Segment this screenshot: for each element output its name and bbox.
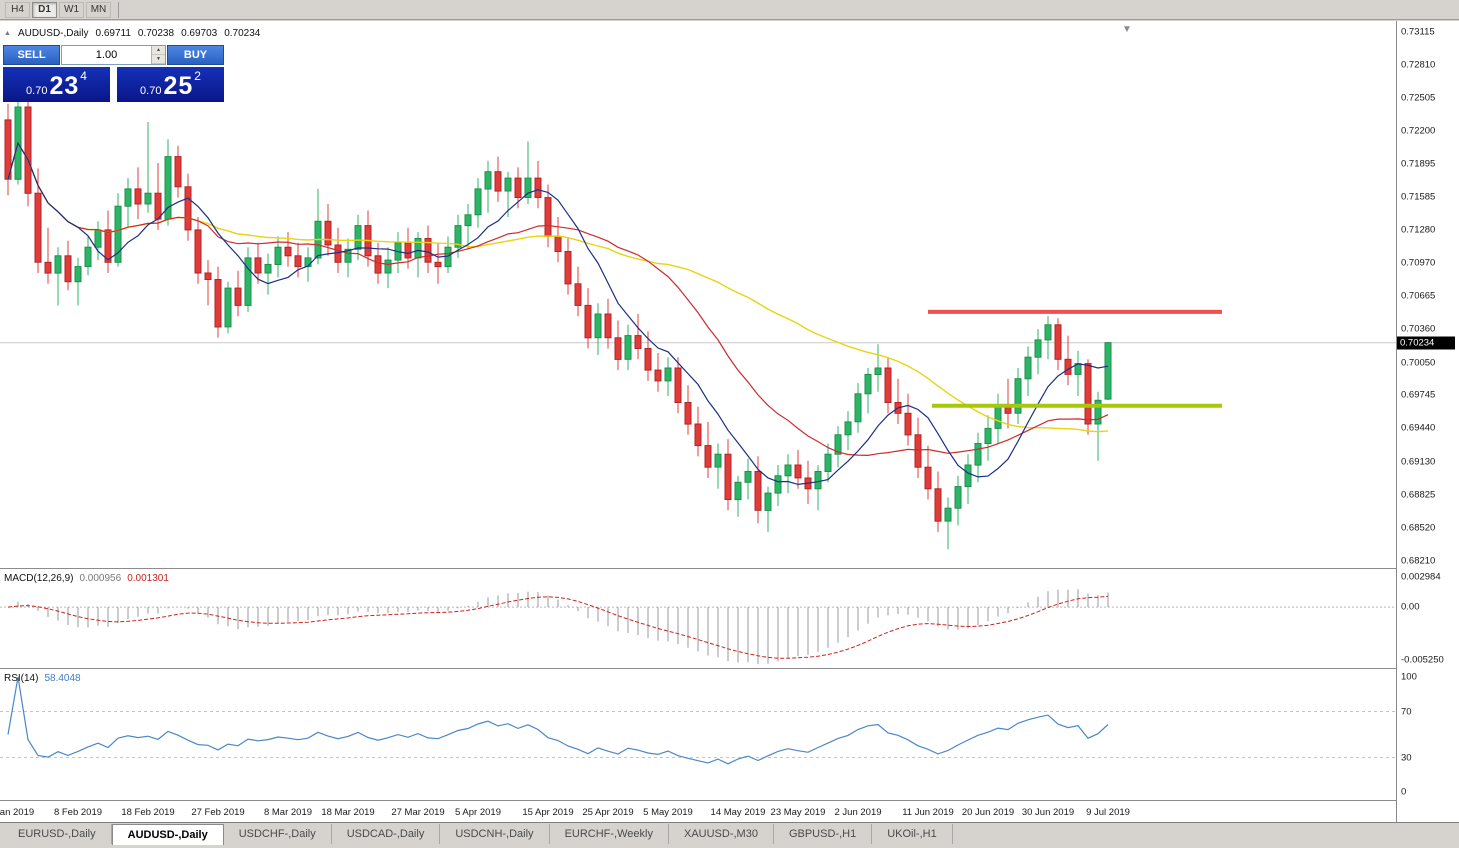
chart-tab-ukoil[interactable]: UKOil-,H1	[872, 824, 953, 844]
chart-tab-eurchf[interactable]: EURCHF-,Weekly	[550, 824, 669, 844]
rsi-name: RSI(14)	[4, 673, 39, 684]
chart-tab-xauusd[interactable]: XAUUSD-,M30	[669, 824, 774, 844]
price-scale-label: 0.68825	[1401, 489, 1436, 501]
macd-scale-min: -0.005250	[1401, 654, 1444, 666]
rsi-scale-label: 0	[1401, 786, 1407, 798]
volume-down-icon[interactable]: ▼	[152, 55, 165, 64]
chart-window[interactable]: 0.73115 0.72810 0.72505 0.72200 0.71895 0.715…	[0, 21, 1459, 823]
price-scale-label: 0.69745	[1401, 389, 1436, 401]
chart-low-value: 0.69703	[181, 28, 218, 39]
timeframe-button-w1[interactable]: W1	[59, 1, 84, 18]
chart-shift-marker-icon[interactable]: ▼	[1122, 24, 1132, 35]
buy-button[interactable]: BUY	[167, 45, 224, 65]
date-axis-label: 30 Jun 2019	[1021, 807, 1075, 818]
date-axis-label: 23 May 2019	[770, 807, 826, 818]
date-axis-label: 9 Jul 2019	[1086, 807, 1130, 818]
chart-tab-gbpusd[interactable]: GBPUSD-,H1	[774, 824, 873, 844]
sell-price-small: 0.70	[26, 85, 48, 97]
date-axis-label: 14 May 2019	[710, 807, 766, 818]
volume-spinner: ▲ ▼	[151, 46, 165, 64]
price-scale-label: 0.73115	[1401, 26, 1435, 38]
date-axis-label: 11 Jun 2019	[902, 807, 954, 818]
sell-price-sup: 4	[80, 69, 87, 83]
one-click-trading-panel: SELL ▲ ▼ BUY 0.70 23 4 0.70 25 2	[3, 45, 224, 102]
date-axis-label: 2 Jun 2019	[834, 807, 882, 818]
rsi-scale-label: 100	[1401, 671, 1417, 683]
chart-tab-audusd[interactable]: AUDUSD-,Daily	[111, 824, 224, 845]
macd-scale-max: 0.002984	[1401, 571, 1441, 583]
chart-close-value: 0.70234	[224, 28, 261, 39]
date-axis-label: 20 Jun 2019	[961, 807, 1015, 818]
date-axis-label: 18 Mar 2019	[321, 807, 375, 818]
price-scale-label: 0.70665	[1401, 290, 1436, 302]
date-axis-label: 25 Apr 2019	[582, 807, 634, 818]
timeframe-button-mn[interactable]: MN	[86, 1, 111, 18]
timeframe-button-d1[interactable]: D1	[32, 1, 57, 18]
buy-price-small: 0.70	[140, 85, 162, 97]
price-scale-label: 0.68520	[1401, 522, 1436, 534]
toolbar-separator	[118, 1, 119, 18]
volume-field-wrap: ▲ ▼	[61, 45, 166, 65]
date-axis-label: 18 Feb 2019	[121, 807, 175, 818]
price-scale-label: 0.72200	[1401, 125, 1436, 137]
date-axis-label: 5 May 2019	[643, 807, 693, 818]
chart-tab-bar: EURUSD-,Daily AUDUSD-,Daily USDCHF-,Daily U…	[0, 823, 1459, 848]
macd-indicator-label: MACD(12,26,9) 0.000956 0.001301	[4, 573, 169, 584]
chart-tab-usdcnh[interactable]: USDCNH-,Daily	[440, 824, 550, 844]
price-scale-label: 0.71585	[1401, 191, 1436, 203]
chart-symbol-period: AUDUSD-,Daily	[17, 28, 89, 39]
price-scale-label: 0.69130	[1401, 456, 1436, 468]
timeframe-button-group: H4 D1 W1 MN	[5, 1, 113, 18]
sell-button[interactable]: SELL	[3, 45, 60, 65]
price-chart-canvas[interactable]	[0, 21, 1396, 568]
price-scale-label: 0.70050	[1401, 357, 1436, 369]
price-scale-label: 0.70360	[1401, 323, 1436, 335]
chart-tab-eurusd[interactable]: EURUSD-,Daily	[3, 824, 112, 844]
date-axis-label: 30 Jan 2019	[0, 807, 35, 818]
price-scale-label: 0.71280	[1401, 224, 1436, 236]
macd-pane-canvas[interactable]	[0, 569, 1396, 668]
price-scale-label: 0.70970	[1401, 257, 1436, 269]
buy-price-big: 25	[163, 72, 194, 100]
macd-signal-value: 0.001301	[127, 573, 169, 584]
date-axis-label: 5 Apr 2019	[455, 807, 501, 818]
price-scale-column[interactable]	[1396, 21, 1459, 822]
price-scale-label: 0.71895	[1401, 158, 1436, 170]
rsi-value: 58.4048	[44, 673, 81, 684]
timeframe-toolbar: H4 D1 W1 MN	[0, 0, 1459, 20]
rsi-scale-label: 30	[1401, 752, 1412, 763]
volume-input[interactable]	[62, 46, 151, 64]
date-axis-label: 27 Mar 2019	[391, 807, 445, 818]
rsi-pane-canvas[interactable]	[0, 669, 1396, 800]
volume-up-icon[interactable]: ▲	[152, 46, 165, 55]
price-scale-label: 0.72810	[1401, 59, 1436, 71]
chart-open-value: 0.69711	[95, 28, 131, 39]
price-scale-label: 0.68210	[1401, 555, 1436, 567]
chart-title: ▲ AUDUSD-,Daily 0.69711 0.70238 0.69703 …	[4, 28, 260, 39]
collapse-arrow-icon[interactable]: ▲	[4, 30, 11, 37]
price-scale-label: 0.69440	[1401, 422, 1436, 434]
macd-scale-zero: 0.00	[1401, 601, 1420, 613]
date-axis-label: 15 Apr 2019	[522, 807, 574, 818]
date-axis-label: 8 Feb 2019	[53, 807, 103, 818]
price-scale-label: 0.72505	[1401, 92, 1436, 104]
timeframe-button-h4[interactable]: H4	[5, 1, 30, 18]
buy-price-panel[interactable]: 0.70 25 2	[117, 67, 224, 102]
chart-high-value: 0.70238	[137, 28, 175, 39]
pane-separator[interactable]	[0, 568, 1459, 569]
rsi-indicator-label: RSI(14) 58.4048	[4, 673, 81, 684]
chart-tab-usdchf[interactable]: USDCHF-,Daily	[224, 824, 332, 844]
macd-name: MACD(12,26,9)	[4, 573, 74, 584]
macd-main-value: 0.000956	[79, 573, 122, 584]
rsi-scale-label: 70	[1401, 706, 1412, 717]
buy-price-sup: 2	[194, 69, 201, 83]
pane-separator[interactable]	[0, 800, 1459, 801]
sell-price-big: 23	[49, 72, 80, 100]
current-price-badge: 0.70234	[1397, 336, 1455, 350]
date-axis-label: 8 Mar 2019	[263, 807, 313, 818]
pane-separator[interactable]	[0, 668, 1459, 669]
sell-price-panel[interactable]: 0.70 23 4	[3, 67, 110, 102]
chart-tab-usdcad[interactable]: USDCAD-,Daily	[332, 824, 441, 844]
date-axis-label: 27 Feb 2019	[191, 807, 245, 818]
